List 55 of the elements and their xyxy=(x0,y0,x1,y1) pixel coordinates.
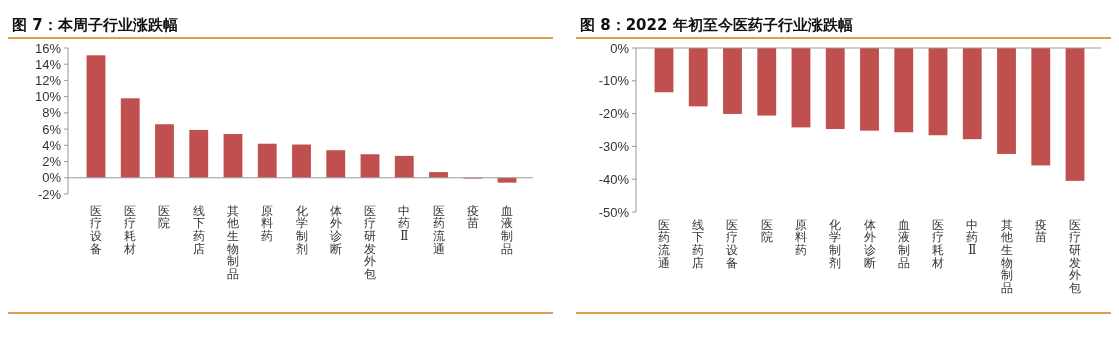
y-tick-label: 4% xyxy=(42,137,62,153)
x-tick-label: 血液制品 xyxy=(501,203,514,256)
chart-title: 图 8：2022 年初至今医药子行业涨跌幅 xyxy=(580,16,853,34)
bar xyxy=(497,177,517,183)
y-tick-label: -10% xyxy=(598,73,630,89)
bar xyxy=(189,129,209,178)
x-tick-label: 化学制剂 xyxy=(829,217,842,270)
y-tick-label: 0% xyxy=(610,40,630,56)
x-tick-label: 血液制品 xyxy=(897,217,910,270)
bar xyxy=(155,124,174,178)
x-tick-label: 化学制剂 xyxy=(295,203,308,256)
bar xyxy=(257,143,277,178)
x-tick-label: 线下药店 xyxy=(192,203,205,256)
y-tick-label: -2% xyxy=(37,186,62,202)
y-tick-label: -30% xyxy=(598,138,630,154)
x-tick-label: 中药Ⅱ xyxy=(966,217,979,257)
x-tick-label: 医院 xyxy=(760,217,773,245)
x-tick-label: 疫苗 xyxy=(466,203,479,231)
bar xyxy=(360,154,380,178)
x-tick-label: 疫苗 xyxy=(1034,217,1047,245)
x-tick-label: 医疗设备 xyxy=(726,217,739,270)
x-tick-label: 医疗研发外包 xyxy=(1069,217,1082,295)
x-tick-label: 其他生物制品 xyxy=(226,203,239,281)
bar xyxy=(292,144,311,178)
y-tick-label: -20% xyxy=(598,106,630,122)
bar xyxy=(86,55,106,178)
x-tick-label: 医疗耗材 xyxy=(931,217,945,270)
x-tick-label: 原料药 xyxy=(261,203,274,243)
x-tick-label: 其他生物制品 xyxy=(1000,217,1013,295)
y-tick-label: 6% xyxy=(42,121,62,137)
bar xyxy=(120,98,140,178)
x-tick-label: 医疗耗材 xyxy=(123,203,137,256)
bar xyxy=(394,155,414,178)
x-tick-label: 线下药店 xyxy=(692,217,705,270)
x-tick-label: 体外诊断 xyxy=(329,203,342,256)
y-tick-label: 16% xyxy=(34,40,62,56)
y-tick-label: 12% xyxy=(34,72,62,88)
y-tick-label: 8% xyxy=(42,105,62,121)
bar xyxy=(326,150,346,178)
x-tick-label: 医药流通 xyxy=(432,203,445,256)
y-tick-label: 14% xyxy=(34,56,62,72)
y-tick-label: -50% xyxy=(598,204,630,220)
x-tick-label: 医疗设备 xyxy=(89,203,102,256)
x-tick-label: 医药流通 xyxy=(657,217,670,270)
y-tick-label: -40% xyxy=(598,171,630,187)
x-tick-label: 原料药 xyxy=(794,217,807,257)
x-tick-label: 中药Ⅱ xyxy=(398,203,411,243)
y-tick-label: 0% xyxy=(42,170,62,186)
bar xyxy=(223,133,243,178)
y-tick-label: 2% xyxy=(42,154,62,170)
chart-title: 图 7：本周子行业涨跌幅 xyxy=(12,16,178,34)
x-tick-label: 体外诊断 xyxy=(863,217,876,270)
y-tick-label: 10% xyxy=(34,89,62,105)
x-tick-label: 医疗研发外包 xyxy=(364,203,377,281)
x-tick-label: 医院 xyxy=(158,203,171,231)
